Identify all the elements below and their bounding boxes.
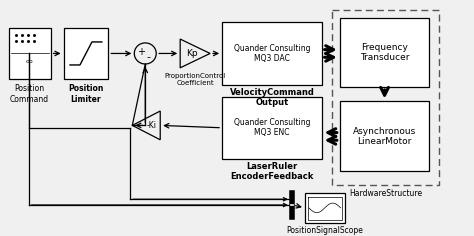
Text: LaserRuler
EncoderFeedback: LaserRuler EncoderFeedback (230, 162, 314, 181)
Text: +: + (137, 46, 146, 57)
Bar (305, 193, 345, 223)
Bar (9, 28, 51, 79)
Bar (340, 18, 429, 87)
Text: PositionSignalScope: PositionSignalScope (286, 226, 363, 235)
Text: Quander Consulting
MQ3 DAC: Quander Consulting MQ3 DAC (234, 44, 310, 63)
Text: Kp: Kp (186, 49, 198, 58)
Text: -Ki: -Ki (146, 121, 156, 130)
Text: Asynchronous
LinearMotor: Asynchronous LinearMotor (353, 127, 416, 146)
Text: Quander Consulting
MQ3 ENC: Quander Consulting MQ3 ENC (234, 118, 310, 138)
Text: Position
Limiter: Position Limiter (68, 84, 104, 104)
Bar (332, 10, 439, 185)
Bar (340, 101, 429, 171)
Text: Frequency
Transducer: Frequency Transducer (360, 43, 410, 62)
Text: ProportionControl
Coefficient: ProportionControl Coefficient (164, 73, 226, 86)
Text: -: - (146, 52, 150, 62)
Bar (222, 97, 322, 159)
Text: HardwareStructure: HardwareStructure (349, 189, 422, 198)
Bar (222, 22, 322, 85)
Text: VelocityCommand
Output: VelocityCommand Output (229, 88, 314, 107)
Bar (64, 28, 109, 79)
Text: oo: oo (26, 59, 34, 64)
Text: Position
Command: Position Command (10, 84, 49, 104)
